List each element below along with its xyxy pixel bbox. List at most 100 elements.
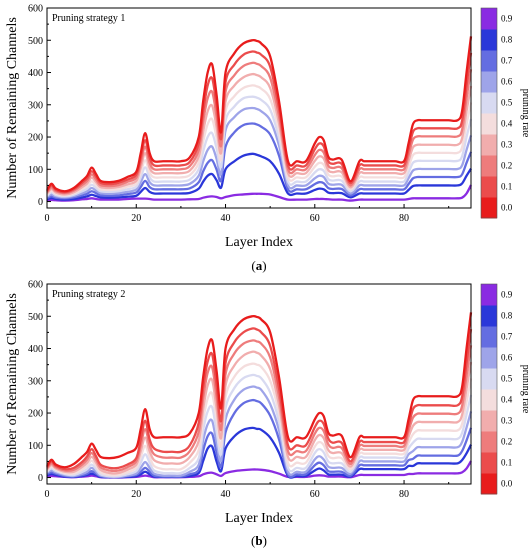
colorbar-a: 0.0 0.1 0.2 0.3 0.4 0.5 0.6 0.7 0.8 0.9 pruning ra… [480,7,528,219]
colorbar-tick-label: 0.8 [501,311,513,321]
x-tick-label: 20 [131,489,141,500]
colorbar-tick-label: 0.4 [501,119,513,129]
series-line-rate-0-3 [46,350,473,475]
colorbar-swatch [481,305,497,327]
panel-a-strategy-label: Pruning strategy 1 [52,13,125,24]
colorbar-tick-label: 0.0 [501,203,513,213]
colorbar-tick-label: 0.2 [501,161,512,171]
colorbar-swatch [481,155,497,177]
series-line-rate-0-2 [46,61,473,195]
y-tick-label: 100 [28,165,43,176]
y-tick-label: 200 [28,133,43,144]
colorbar-swatch [481,29,497,51]
series-line-rate-0-4 [46,362,473,477]
y-tick-label: 500 [28,312,43,323]
panel-a-caption: (a) [251,258,266,273]
colorbar-b: 0.0 0.1 0.2 0.3 0.4 0.5 0.6 0.7 0.8 0.9 pruning ra… [480,283,528,495]
x-tick-label: 80 [399,213,409,224]
colorbar-swatch [481,347,497,369]
colorbar-tick-label: 0.8 [501,35,513,45]
y-tick-label: 300 [28,376,43,387]
colorbar-tick-label: 0.0 [501,479,513,489]
colorbar-tick-label: 0.5 [501,374,513,384]
colorbar-tick-label: 0.9 [501,14,513,24]
series-line-rate-0-5 [46,373,473,478]
colorbar-swatch [481,176,497,198]
panel-a-frame [46,7,472,209]
panel-a-ylabel: Number of Remaining Channels [5,17,20,199]
x-tick-label: 40 [221,489,231,500]
colorbar-frame [480,283,498,495]
x-tick-label: 0 [45,213,50,224]
colorbar-swatch [481,113,497,135]
colorbar-swatch [481,410,497,432]
colorbar-tick-label: 0.7 [501,56,513,66]
colorbar-tick-label: 0.6 [501,77,513,87]
y-tick-label: 400 [28,344,43,355]
colorbar-title: pruning rate [520,365,528,414]
colorbar-swatch [481,92,497,114]
colorbar-tick-label: 0.3 [501,140,513,150]
series-line-rate-0-4 [46,84,473,197]
colorbar-tick-label: 0.9 [501,290,513,300]
series-line-rate-0-1 [46,327,473,471]
series-line-rate-0-2 [46,339,473,473]
panel-b-strategy-label: Pruning strategy 2 [52,289,125,300]
series-line-rate-0-6 [46,106,473,199]
x-tick-label: 80 [399,489,409,500]
y-tick-label: 200 [28,409,43,420]
x-tick-label: 20 [131,213,141,224]
panel-b-lines [46,312,473,479]
colorbar-swatch [481,431,497,453]
series-line-rate-0-5 [46,95,473,198]
colorbar-swatch [481,8,497,30]
series-line-rate-0-8 [46,152,472,201]
series-line-rate-0-3 [46,72,473,196]
panel-b: 0 20 40 60 80 0 100 200 300 400 500 600 Pruning str… [5,280,473,548]
series-line-rate-0 [46,36,473,193]
colorbar-frame [480,7,498,219]
panel-b-xlabel: Layer Index [225,511,293,526]
colorbar-tick-label: 0.3 [501,416,513,426]
y-tick-label: 400 [28,68,43,79]
panel-b-caption: (b) [251,533,267,548]
x-tick-label: 60 [310,489,320,500]
y-tick-label: 600 [28,4,43,15]
panel-b-ylabel: Number of Remaining Channels [5,293,20,475]
colorbar-swatch [481,389,497,411]
panel-a: 0 20 40 60 80 0 100 200 300 400 500 600 Pruning str… [5,4,473,273]
y-tick-label: 500 [28,36,43,47]
series-line-rate-0-1 [46,50,473,194]
y-tick-label: 100 [28,441,43,452]
series-line-rate-0-9 [46,184,473,202]
colorbar-tick-label: 0.1 [501,182,512,192]
series-line-rate-0-7 [46,122,473,200]
colorbar-swatch [481,197,497,219]
x-tick-label: 0 [45,489,50,500]
panel-b-ticks: 0 20 40 60 80 0 100 200 300 400 500 600 [28,280,450,500]
colorbar-tick-label: 0.5 [501,98,513,108]
colorbar-swatch [481,284,497,306]
y-tick-label: 0 [38,197,43,208]
colorbar-title: pruning rate [520,89,528,138]
x-tick-label: 60 [310,213,320,224]
panel-a-lines [46,36,473,202]
y-tick-label: 600 [28,280,43,291]
y-tick-label: 300 [28,100,43,111]
panel-a-xlabel: Layer Index [225,235,293,250]
panel-b-frame [46,283,472,485]
colorbar-tick-label: 0.1 [501,458,512,468]
colorbar-tick-label: 0.2 [501,437,512,447]
colorbar-tick-label: 0.6 [501,353,513,363]
colorbar-swatch [481,473,497,495]
y-tick-label: 0 [38,473,43,484]
colorbar-swatch [481,452,497,474]
colorbar-tick-label: 0.4 [501,395,513,405]
colorbar-tick-label: 0.7 [501,332,513,342]
panel-a-ticks: 0 20 40 60 80 0 100 200 300 400 500 600 [28,4,450,224]
colorbar-swatch [481,368,497,390]
colorbar-swatch [481,326,497,348]
colorbar-swatch [481,134,497,156]
series-line-rate-0 [46,312,473,469]
